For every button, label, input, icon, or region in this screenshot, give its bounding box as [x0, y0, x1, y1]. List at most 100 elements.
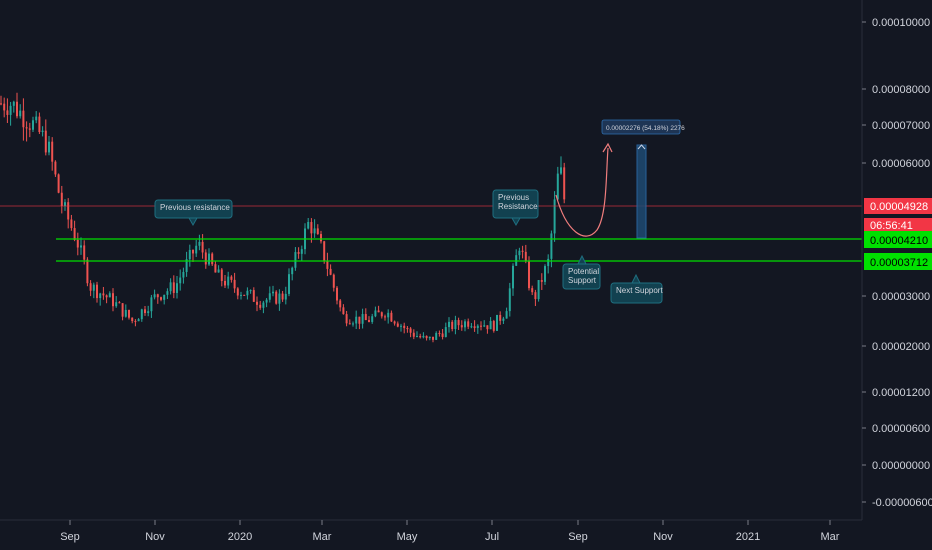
projection-arrow-icon [602, 142, 613, 153]
countdown-tag[interactable]: 06:56:41 [864, 218, 932, 233]
candle-body [182, 271, 185, 278]
candle-body [76, 239, 79, 248]
candle-body [502, 318, 505, 321]
measure-arrow-icon [637, 144, 646, 150]
candle-body [265, 299, 268, 303]
candle-body [102, 293, 105, 296]
candle-body [441, 333, 444, 337]
support-price-tag-1-bg[interactable] [864, 231, 932, 248]
candle-body [528, 261, 530, 289]
candle-body [412, 332, 415, 337]
candle-body [470, 326, 473, 328]
candle-body [224, 280, 226, 286]
candle-body [531, 288, 534, 293]
y-tick-label: 0.00001200 [872, 387, 930, 399]
candle-body [278, 293, 281, 304]
candle-body [537, 280, 540, 300]
support-price-tag-1-text: 0.00004210 [870, 235, 928, 247]
candle-body [409, 328, 412, 333]
candle-body [172, 282, 175, 293]
candle-body [364, 314, 367, 321]
candle-body [112, 293, 114, 307]
candle-body [192, 249, 194, 254]
current-price-tag[interactable]: 0.00004928 [864, 198, 932, 214]
measure-range-box [636, 144, 647, 239]
candle-body [396, 323, 399, 327]
note-next-support-tail [631, 273, 641, 284]
candle-body [393, 321, 396, 324]
candle-body [361, 314, 364, 324]
candle-body [534, 292, 537, 300]
candle-body [272, 291, 274, 294]
candle-body [35, 116, 38, 121]
candle-body [44, 130, 47, 153]
candle-body [275, 291, 278, 304]
candle-body [233, 279, 236, 289]
candle-body [518, 250, 521, 256]
support-price-tag-2-bg[interactable] [864, 253, 932, 270]
x-tick-label: Sep [60, 531, 80, 543]
countdown-tag-text: 06:56:41 [870, 220, 913, 232]
candle-body [153, 294, 156, 298]
candle-body [185, 259, 188, 272]
y-tick-label: 0.00010000 [872, 17, 930, 29]
candle-body [48, 141, 50, 153]
candle-body [339, 300, 342, 308]
note-potential-support-text: Potential [568, 267, 599, 276]
countdown-tag-bg[interactable] [864, 218, 932, 233]
note-previous-resistance[interactable]: Previous resistance [154, 199, 233, 227]
candle-body [16, 101, 18, 117]
candle-body [521, 250, 524, 252]
note-previous-resistance-2-text: Resistance [498, 202, 538, 211]
y-tick-label: 0.00000600 [872, 423, 930, 435]
candle-body [300, 249, 303, 254]
candle-body [560, 167, 562, 174]
candle-body [144, 309, 146, 314]
candle-body [147, 311, 150, 314]
support-price-tag-2[interactable]: 0.00003712 [864, 253, 932, 270]
candle-body [464, 321, 466, 328]
candle-body [284, 293, 287, 300]
measure-label[interactable]: 0.00002276 (54.18%) 2276 [601, 119, 685, 135]
candle-body [25, 127, 28, 129]
candle-body [249, 290, 252, 292]
x-tick-label: Nov [653, 531, 673, 543]
candle-body [32, 120, 34, 130]
candle-body [160, 297, 162, 300]
candle-body [371, 316, 374, 322]
measure-label-box[interactable] [601, 119, 681, 135]
candle-body [444, 327, 447, 337]
candle-body [201, 241, 204, 253]
candle-body [432, 336, 434, 340]
measure-label-text: 0.00002276 (54.18%) 2276 [606, 125, 685, 132]
candle-body [176, 283, 178, 293]
candle-body [195, 245, 198, 254]
candle-body [108, 293, 111, 298]
candle-body [169, 282, 172, 292]
candle-body [41, 130, 44, 132]
note-next-support[interactable]: Next Support [610, 273, 663, 304]
candle-body [419, 336, 422, 338]
candle-body [451, 321, 454, 330]
candle-body [121, 303, 124, 317]
candle-body [198, 241, 201, 246]
note-potential-support-text: Support [568, 276, 597, 285]
note-previous-resistance-2-text: Previous [498, 193, 529, 202]
candle-body [118, 302, 121, 304]
candle-body [259, 304, 262, 308]
support-price-tag-1[interactable]: 0.00004210 [864, 231, 932, 248]
candle-body [51, 141, 54, 162]
x-tick-label: Sep [568, 531, 588, 543]
candle-body [320, 234, 322, 242]
candle-body [92, 284, 95, 291]
candle-body [3, 103, 6, 111]
note-previous-resistance-tail [188, 217, 198, 227]
candle-body [38, 116, 41, 132]
current-price-tag-bg[interactable] [864, 198, 932, 214]
candle-body [563, 167, 566, 200]
candle-body [124, 309, 127, 317]
